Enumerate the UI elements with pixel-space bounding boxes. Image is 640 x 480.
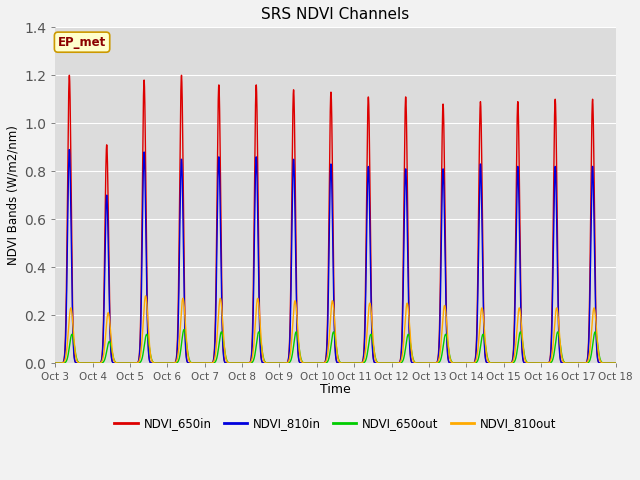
Legend: NDVI_650in, NDVI_810in, NDVI_650out, NDVI_810out: NDVI_650in, NDVI_810in, NDVI_650out, NDV… [109, 413, 561, 435]
Y-axis label: NDVI Bands (W/m2/nm): NDVI Bands (W/m2/nm) [7, 125, 20, 265]
Text: EP_met: EP_met [58, 36, 106, 48]
X-axis label: Time: Time [320, 384, 351, 396]
Title: SRS NDVI Channels: SRS NDVI Channels [261, 7, 410, 22]
